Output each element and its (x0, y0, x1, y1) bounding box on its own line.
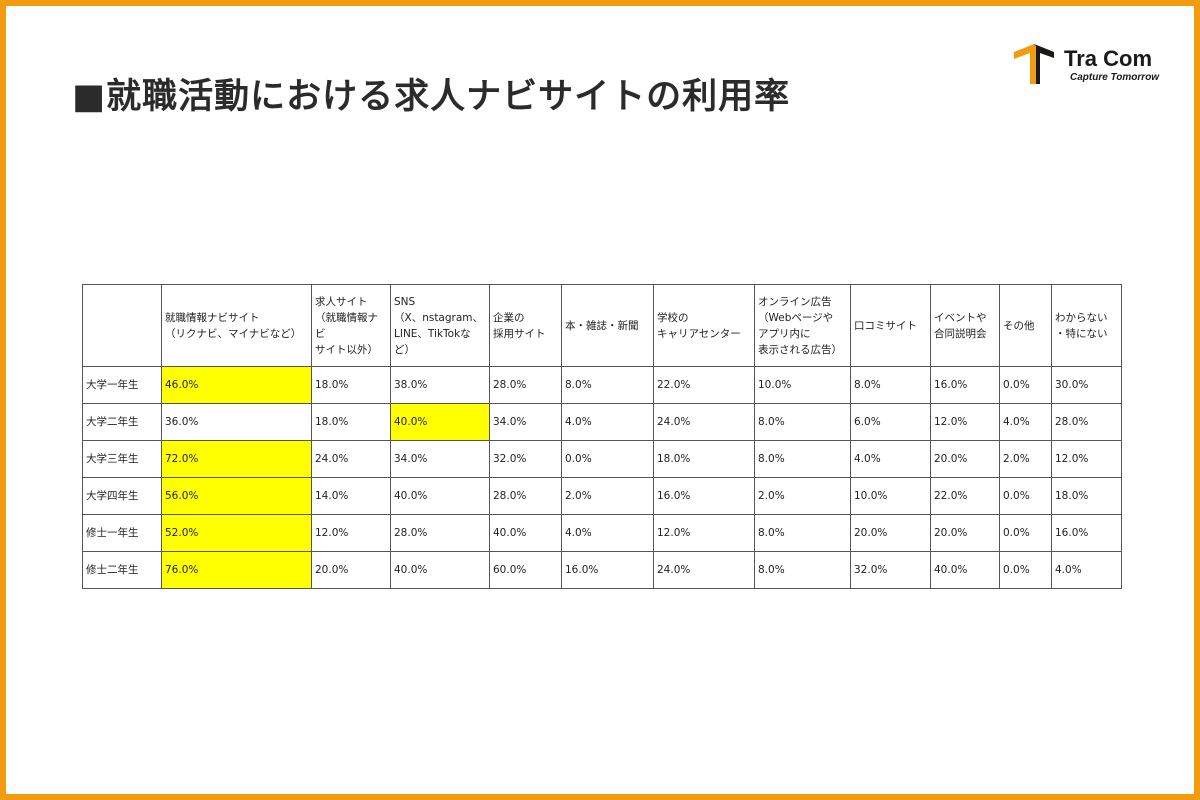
table-cell: 56.0% (161, 477, 312, 515)
table-cell: 4.0% (561, 403, 654, 441)
table-row: 修士一年生 52.0% 12.0% 28.0% 40.0% 4.0% 12.0% 8.0% 20… (82, 514, 1122, 552)
table-cell: 38.0% (390, 366, 490, 404)
table-cell: 40.0% (390, 477, 490, 515)
column-header: わからない ・特にない (1051, 284, 1122, 367)
table-cell: 18.0% (1051, 477, 1122, 515)
table-row: 大学四年生 56.0% 14.0% 40.0% 28.0% 2.0% 16.0% 2.0% 10… (82, 477, 1122, 515)
table-cell: 16.0% (561, 551, 654, 589)
table-cell: 20.0% (930, 440, 1000, 478)
column-header: 学校の キャリアセンター (653, 284, 755, 367)
tracom-logo-icon (1014, 44, 1054, 84)
row-label: 大学一年生 (82, 366, 162, 404)
column-header: SNS （X、nstagram、 LINE、TikTokな ど） (390, 284, 490, 367)
table-cell: 4.0% (561, 514, 654, 552)
table-cell: 22.0% (930, 477, 1000, 515)
table-cell: 46.0% (161, 366, 312, 404)
table-cell: 8.0% (561, 366, 654, 404)
page-title: ■就職活動における求人ナビサイトの利用率 (72, 77, 791, 117)
table-cell: 18.0% (311, 366, 391, 404)
column-header: 就職情報ナビサイト （リクナビ、マイナビなど） (161, 284, 312, 367)
table-cell: 40.0% (390, 403, 490, 441)
column-header: 本・雑誌・新聞 (561, 284, 654, 367)
table-cell: 60.0% (489, 551, 562, 589)
table-cell: 32.0% (850, 551, 931, 589)
logo-tagline: Capture Tomorrow (1070, 72, 1160, 83)
table-cell: 18.0% (311, 403, 391, 441)
company-logo: Tra Com Capture Tomorrow (1012, 42, 1172, 88)
corner-header (82, 284, 162, 367)
table-row: 修士二年生 76.0% 20.0% 40.0% 60.0% 16.0% 24.0% 8.0% 3… (82, 551, 1122, 589)
table-cell: 4.0% (999, 403, 1052, 441)
table-body: 大学一年生 46.0% 18.0% 38.0% 28.0% 8.0% 22.0% 10.0% 8… (82, 366, 1122, 589)
column-header: その他 (999, 284, 1052, 367)
table-cell: 0.0% (561, 440, 654, 478)
column-header: イベントや 合同説明会 (930, 284, 1000, 367)
table-row: 大学一年生 46.0% 18.0% 38.0% 28.0% 8.0% 22.0% 10.0% 8… (82, 366, 1122, 404)
table-cell: 24.0% (311, 440, 391, 478)
row-label: 大学四年生 (82, 477, 162, 515)
table-cell: 6.0% (850, 403, 931, 441)
table-row: 大学三年生 72.0% 24.0% 34.0% 32.0% 0.0% 18.0% 8.0% 4.… (82, 440, 1122, 478)
table-cell: 0.0% (999, 477, 1052, 515)
table-cell: 0.0% (999, 366, 1052, 404)
table-header-row: 就職情報ナビサイト （リクナビ、マイナビなど） 求人サイト （就職情報ナビ サイト… (82, 284, 1122, 367)
table-cell: 16.0% (930, 366, 1000, 404)
row-label: 大学二年生 (82, 403, 162, 441)
table-cell: 28.0% (1051, 403, 1122, 441)
table-cell: 34.0% (489, 403, 562, 441)
column-header: 企業の 採用サイト (489, 284, 562, 367)
table-cell: 18.0% (653, 440, 755, 478)
table-cell: 16.0% (653, 477, 755, 515)
table-cell: 4.0% (850, 440, 931, 478)
row-label: 修士二年生 (82, 551, 162, 589)
table-cell: 8.0% (754, 403, 851, 441)
table-cell: 28.0% (489, 366, 562, 404)
table-cell: 20.0% (311, 551, 391, 589)
table-cell: 12.0% (311, 514, 391, 552)
table-cell: 16.0% (1051, 514, 1122, 552)
table-cell: 20.0% (930, 514, 1000, 552)
table-cell: 76.0% (161, 551, 312, 589)
slide: ■就職活動における求人ナビサイトの利用率 Tra Com Capture Tom… (6, 6, 1194, 794)
table-cell: 4.0% (1051, 551, 1122, 589)
table-cell: 2.0% (754, 477, 851, 515)
table-cell: 0.0% (999, 551, 1052, 589)
table-cell: 12.0% (930, 403, 1000, 441)
table-cell: 28.0% (489, 477, 562, 515)
table-cell: 40.0% (390, 551, 490, 589)
logo-name: Tra Com (1064, 46, 1153, 71)
table-cell: 22.0% (653, 366, 755, 404)
table-cell: 52.0% (161, 514, 312, 552)
column-header: 口コミサイト (850, 284, 931, 367)
table-cell: 14.0% (311, 477, 391, 515)
table-cell: 8.0% (754, 514, 851, 552)
column-header: 求人サイト （就職情報ナビ サイト以外） (311, 284, 391, 367)
table-cell: 40.0% (489, 514, 562, 552)
table-cell: 8.0% (754, 440, 851, 478)
table-cell: 24.0% (653, 403, 755, 441)
table-cell: 12.0% (1051, 440, 1122, 478)
table-cell: 40.0% (930, 551, 1000, 589)
table-cell: 10.0% (754, 366, 851, 404)
table-row: 大学二年生 36.0% 18.0% 40.0% 34.0% 4.0% 24.0% 8.0% 6.… (82, 403, 1122, 441)
table-cell: 72.0% (161, 440, 312, 478)
table-cell: 28.0% (390, 514, 490, 552)
table-cell: 24.0% (653, 551, 755, 589)
table-cell: 20.0% (850, 514, 931, 552)
table-cell: 30.0% (1051, 366, 1122, 404)
row-label: 大学三年生 (82, 440, 162, 478)
column-header: オンライン広告 （Webページや アプリ内に 表示される広告） (754, 284, 851, 367)
table-cell: 12.0% (653, 514, 755, 552)
table-cell: 10.0% (850, 477, 931, 515)
table-cell: 8.0% (850, 366, 931, 404)
row-label: 修士一年生 (82, 514, 162, 552)
table-cell: 2.0% (561, 477, 654, 515)
table-cell: 0.0% (999, 514, 1052, 552)
table-cell: 2.0% (999, 440, 1052, 478)
table-cell: 34.0% (390, 440, 490, 478)
usage-table: 就職情報ナビサイト （リクナビ、マイナビなど） 求人サイト （就職情報ナビ サイト… (82, 284, 1122, 589)
table-cell: 8.0% (754, 551, 851, 589)
table-cell: 36.0% (161, 403, 312, 441)
table-cell: 32.0% (489, 440, 562, 478)
